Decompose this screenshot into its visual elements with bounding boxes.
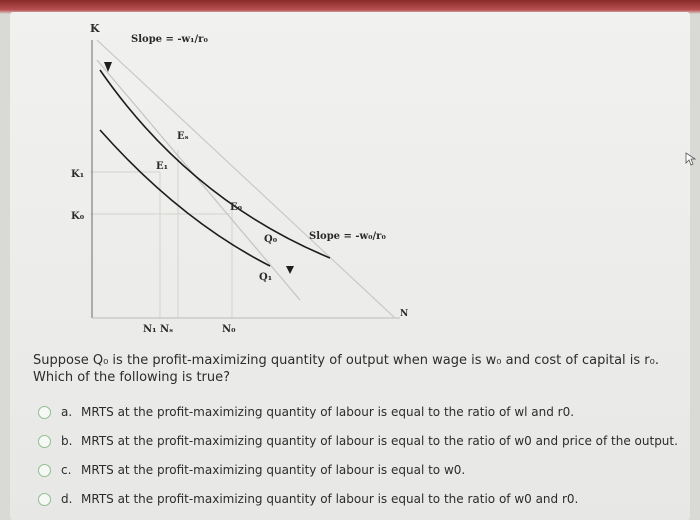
arrow-down-icon-q1 xyxy=(286,266,294,274)
isocost-line-w0 xyxy=(96,39,396,319)
slope-top-label: Slope = -w₁/r₀ xyxy=(131,34,208,45)
option-d-text: MRTS at the profit-maximizing quantity o… xyxy=(81,492,579,506)
k1-label: K₁ xyxy=(71,169,84,180)
slope-right-label: Slope = -w₀/r₀ xyxy=(309,231,386,242)
radio-a[interactable] xyxy=(38,405,51,419)
q1-label: Q₁ xyxy=(259,272,272,283)
option-a[interactable]: a. MRTS at the profit-maximizing quantit… xyxy=(38,403,678,421)
k0-label: K₀ xyxy=(71,211,85,222)
n0-label: N₀ xyxy=(222,324,236,335)
option-b[interactable]: b. MRTS at the profit-maximizing quantit… xyxy=(38,432,678,450)
question-card xyxy=(10,12,690,520)
option-a-text: MRTS at the profit-maximizing quantity o… xyxy=(81,405,575,419)
radio-b[interactable] xyxy=(38,434,51,448)
browser-top-strip xyxy=(0,0,700,14)
arrow-down-icon xyxy=(104,62,112,72)
option-d[interactable]: d. MRTS at the profit-maximizing quantit… xyxy=(38,490,678,508)
point-es-label: Eₛ xyxy=(177,131,189,142)
radio-c[interactable] xyxy=(38,463,51,477)
mouse-pointer-icon xyxy=(685,152,697,166)
point-e1-label: E₁ xyxy=(156,161,168,172)
option-c[interactable]: c. MRTS at the profit-maximizing quantit… xyxy=(38,461,678,479)
q0-label: Q₀ xyxy=(264,234,278,245)
option-a-letter: a. xyxy=(61,405,73,419)
point-e0-label: E₀ xyxy=(230,202,243,213)
radio-d[interactable] xyxy=(38,492,51,506)
n1-ns-label: N₁ Nₛ xyxy=(143,324,173,335)
isoquant-graph: K Slope = -w₁/r₀ Eₛ E₁ K₁ K₀ E₀ Q₀ Slope… xyxy=(71,22,408,335)
question-text: Suppose Q₀ is the profit-maximizing quan… xyxy=(33,353,659,385)
axis-k-label: K xyxy=(90,22,100,35)
answer-options: a. MRTS at the profit-maximizing quantit… xyxy=(38,403,678,519)
option-c-letter: c. xyxy=(61,463,72,477)
axis-n-label: N xyxy=(400,309,408,319)
isoquant-q1 xyxy=(99,129,271,267)
isocost-line-w1 xyxy=(96,59,301,301)
option-c-text: MRTS at the profit-maximizing quantity o… xyxy=(81,463,466,477)
option-b-text: MRTS at the profit-maximizing quantity o… xyxy=(81,434,678,448)
option-b-letter: b. xyxy=(61,434,73,448)
isoquant-q0 xyxy=(99,69,331,259)
option-d-letter: d. xyxy=(61,492,73,506)
